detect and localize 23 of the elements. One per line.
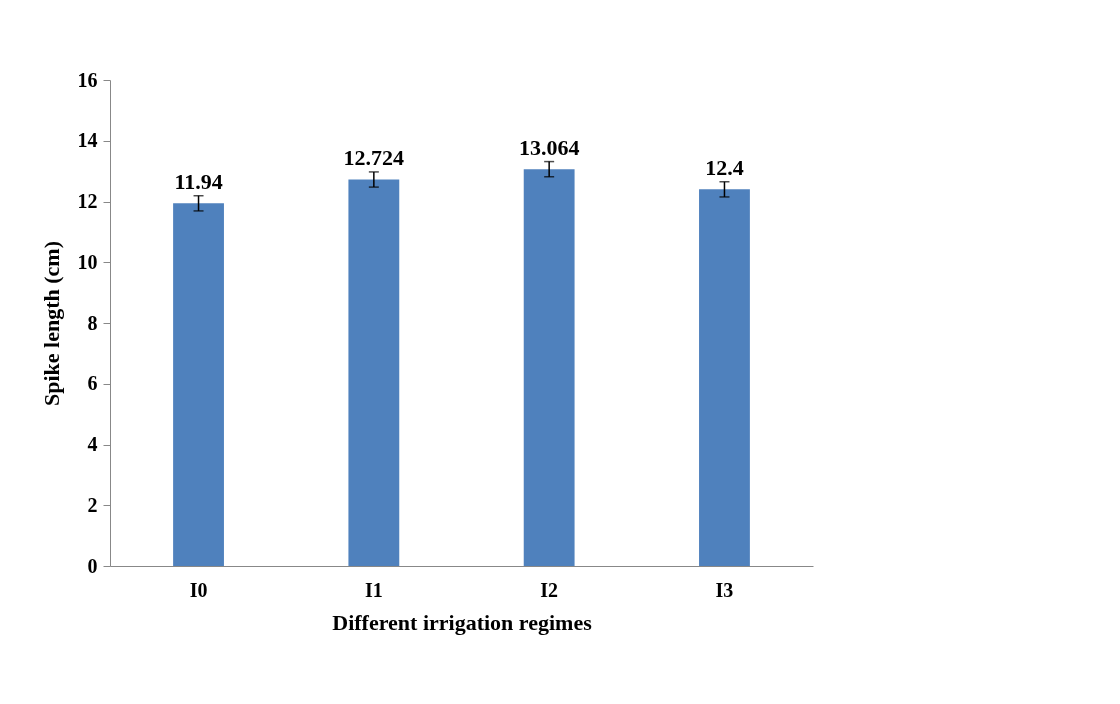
y-tick-label: 16 bbox=[77, 68, 98, 91]
y-tick-label: 2 bbox=[87, 493, 98, 516]
y-tick-label: 4 bbox=[87, 433, 98, 455]
y-tick-label: 6 bbox=[87, 372, 98, 395]
x-tick-label: I2 bbox=[540, 578, 559, 601]
y-tick-label: 14 bbox=[77, 129, 98, 152]
data-label: 13.064 bbox=[518, 134, 580, 160]
bar bbox=[173, 203, 224, 566]
data-label: 12.4 bbox=[705, 154, 744, 180]
y-tick-label: 10 bbox=[77, 250, 98, 273]
y-tick-label: 0 bbox=[87, 554, 98, 577]
x-tick-label: I0 bbox=[189, 578, 208, 601]
bar bbox=[348, 179, 400, 566]
x-tick-label: I3 bbox=[715, 578, 734, 601]
data-label: 12.724 bbox=[343, 144, 405, 170]
y-axis-title: Spike length (cm) bbox=[38, 241, 64, 406]
x-tick-label: I1 bbox=[364, 578, 383, 601]
bar bbox=[523, 169, 575, 566]
bar bbox=[699, 189, 750, 566]
data-label: 11.94 bbox=[174, 168, 223, 194]
y-tick-label: 8 bbox=[87, 311, 98, 334]
y-tick-label: 12 bbox=[77, 190, 98, 212]
x-axis-title: Different irrigation regimes bbox=[332, 609, 593, 635]
